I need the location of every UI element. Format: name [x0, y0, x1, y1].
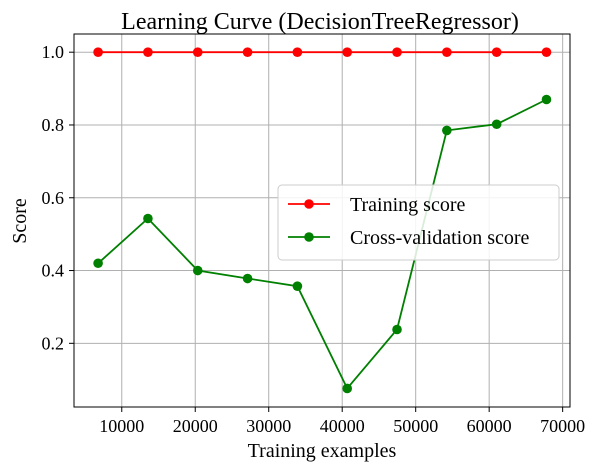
training-score-point: [491, 47, 502, 57]
cross-validation-score-point: [242, 273, 253, 284]
training-score-point: [541, 47, 552, 57]
x-tick-label: 10000: [99, 416, 144, 436]
cross-validation-score-point: [491, 119, 502, 130]
cross-validation-score-line: [97, 98, 547, 391]
plot-frame: [73, 33, 571, 408]
x-tick-label: 60000: [467, 416, 512, 436]
training-score-point: [442, 47, 452, 57]
training-score-point: [192, 47, 203, 57]
cross-validation-score-point: [442, 125, 452, 136]
y-tick-label: 0.8: [42, 115, 65, 135]
training-score-point: [242, 47, 253, 57]
cross-validation-score-point: [392, 324, 402, 335]
y-axis-label: Score: [9, 198, 31, 244]
x-tick-label: 70000: [540, 416, 585, 436]
y-tick-label: 0.6: [42, 188, 65, 208]
legend-training-score-marker: [304, 199, 314, 209]
x-tick-label: 30000: [246, 416, 291, 436]
axis-ticks: 10000 20000 30000 40000 50000 60000 70000 0.2 0.…: [42, 42, 586, 436]
cross-validation-score-point: [192, 265, 203, 276]
plot-series: [93, 47, 552, 394]
y-tick-label: 0.2: [42, 333, 65, 353]
y-tick-label: 0.4: [42, 261, 65, 281]
training-score-point: [292, 47, 303, 57]
training-score-point: [392, 47, 402, 57]
cross-validation-score-point: [143, 213, 153, 224]
x-tick-label: 50000: [393, 416, 438, 436]
y-tick-label: 1.0: [42, 42, 65, 62]
legend-training-score-label: Training score: [350, 194, 465, 216]
training-score-point: [342, 47, 353, 57]
cross-validation-score-point: [292, 281, 303, 291]
cross-validation-score-point: [93, 258, 103, 269]
training-score-point: [93, 47, 103, 57]
legend: Training score Cross-validation score: [277, 184, 560, 261]
cross-validation-score-point: [541, 94, 552, 105]
chart-title: Learning Curve (DecisionTreeRegressor): [121, 9, 519, 35]
x-axis-label: Training examples: [248, 440, 397, 462]
legend-cross-validation-score-label: Cross-validation score: [350, 227, 530, 249]
legend-cross-validation-score-marker: [304, 232, 314, 242]
training-score-point: [143, 47, 153, 57]
x-tick-label: 40000: [320, 416, 365, 436]
x-tick-label: 20000: [173, 416, 218, 436]
legend-box: [277, 184, 560, 261]
cross-validation-score-point: [342, 383, 353, 394]
